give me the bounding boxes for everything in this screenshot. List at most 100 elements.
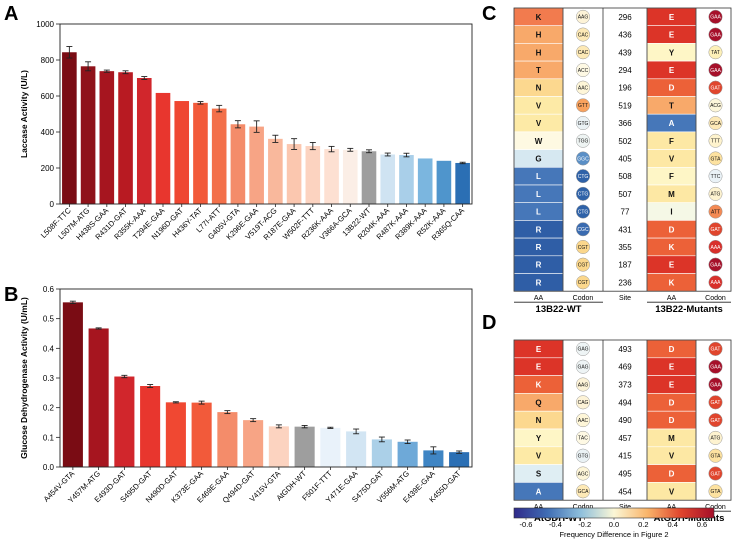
mut-codon-label: GCA xyxy=(710,121,722,127)
mut-codon-circle xyxy=(708,448,723,463)
wt-codon-label: CGT xyxy=(578,245,589,251)
mut-aa-label: D xyxy=(669,416,675,425)
wt-aa-label: N xyxy=(536,84,542,93)
mut-aa-label: E xyxy=(669,261,675,270)
table-frame xyxy=(513,7,732,292)
mut-aa-label: M xyxy=(668,190,675,199)
mut-codon-label: GAA xyxy=(710,262,721,268)
wt-codon-label: TGG xyxy=(578,139,589,145)
mut-codon-label: GTA xyxy=(711,156,722,162)
mut-aa-label: E xyxy=(669,13,675,22)
colorbar-bar xyxy=(513,507,715,519)
mut-codon-circle xyxy=(708,395,723,410)
colorbar-tick-label: -0.6 xyxy=(520,520,533,529)
mut-aa-label: Y xyxy=(669,48,675,57)
site-label: 366 xyxy=(618,119,632,128)
wt-codon-label: ACC xyxy=(578,68,589,74)
wt-codon-circle xyxy=(576,222,590,237)
mut-codon-circle xyxy=(708,98,723,113)
mut-codon-circle xyxy=(708,222,723,237)
site-label: 493 xyxy=(618,345,632,354)
mut-codon-circle xyxy=(708,133,723,148)
site-label: 508 xyxy=(618,172,632,181)
site-label: 502 xyxy=(618,137,632,146)
site-label: 431 xyxy=(618,225,632,234)
wt-codon-circle xyxy=(576,27,590,42)
bar xyxy=(114,376,135,467)
header-mut-aa: AA xyxy=(667,295,677,302)
header-site: Site xyxy=(619,295,631,302)
mut-codon-label: GAT xyxy=(711,347,721,353)
wt-codon-circle xyxy=(575,377,591,392)
wt-codon-label: CTG xyxy=(578,192,589,198)
mut-aa-label: V xyxy=(669,487,675,496)
wt-codon-label: CAC xyxy=(578,50,589,56)
y-tick-label: 0.1 xyxy=(43,433,55,442)
mut-codon-circle xyxy=(708,430,723,445)
plot-frame xyxy=(59,288,473,468)
colorbar-tick-label: 0.0 xyxy=(609,520,619,529)
wt-codon-circle xyxy=(575,413,591,428)
bar xyxy=(436,160,452,204)
bar xyxy=(320,427,341,467)
wt-codon-label: GTG xyxy=(578,454,589,460)
bar xyxy=(417,158,433,204)
bar xyxy=(155,92,171,204)
bar xyxy=(217,412,238,467)
wt-aa-label: L xyxy=(536,208,541,217)
wt-codon-label: GTT xyxy=(578,103,588,109)
wt-codon-circle xyxy=(576,9,590,24)
wt-aa-label: G xyxy=(535,154,541,163)
y-axis-title: Glucose Dehydrogenase Activity (U/mL) xyxy=(19,297,29,459)
bar xyxy=(397,441,418,467)
y-tick-label: 800 xyxy=(41,56,55,65)
bar xyxy=(286,144,302,204)
mut-codon-circle xyxy=(708,186,723,201)
wt-codon-circle xyxy=(575,466,591,481)
wt-codon-label: CGT xyxy=(578,262,589,268)
table-frame xyxy=(513,339,732,501)
wt-codon-circle xyxy=(575,359,591,374)
site-label: 519 xyxy=(618,101,632,110)
wt-codon-label: GTG xyxy=(578,121,589,127)
mut-codon-label: TTC xyxy=(711,174,721,180)
mut-codon-label: ACG xyxy=(710,103,721,109)
wt-codon-circle xyxy=(576,204,590,219)
wt-codon-circle xyxy=(576,151,590,166)
mut-aa-label: M xyxy=(668,434,675,443)
mut-codon-circle xyxy=(708,116,723,131)
y-tick-label: 0.0 xyxy=(43,463,55,472)
mut-codon-circle xyxy=(708,151,723,166)
wt-aa-label: R xyxy=(536,225,542,234)
mut-codon-label: TTT xyxy=(711,139,720,145)
mut-codon-label: GTA xyxy=(711,489,722,495)
wt-codon-label: GAG xyxy=(577,365,588,371)
mut-codon-label: GTA xyxy=(711,454,722,460)
bar xyxy=(324,149,339,204)
bar xyxy=(230,124,246,204)
mut-codon-circle xyxy=(708,275,723,290)
site-label: 373 xyxy=(618,381,632,390)
wt-aa-label: R xyxy=(536,278,542,287)
mut-codon-circle xyxy=(708,239,723,254)
wt-codon-circle xyxy=(575,430,591,445)
wt-codon-circle xyxy=(576,169,590,184)
mut-group-label: 13B22-Mutants xyxy=(655,304,723,315)
bar xyxy=(140,386,161,467)
mut-codon-label: GAT xyxy=(711,418,721,424)
mut-codon-circle xyxy=(708,257,723,272)
bar xyxy=(449,452,470,467)
wt-codon-label: CTG xyxy=(578,209,589,215)
site-label: 296 xyxy=(618,13,632,22)
y-tick-label: 0 xyxy=(50,200,55,209)
wt-codon-label: AGC xyxy=(578,471,589,477)
panel-label: B xyxy=(4,284,18,306)
wt-codon-circle xyxy=(575,448,591,463)
mut-group-label: AtGDH-Mutants xyxy=(654,513,725,524)
mut-codon-circle xyxy=(708,169,723,184)
y-tick-label: 600 xyxy=(41,92,55,101)
mut-codon-label: GAA xyxy=(710,382,721,388)
wt-codon-circle xyxy=(576,239,590,254)
wt-codon-circle xyxy=(576,62,590,77)
